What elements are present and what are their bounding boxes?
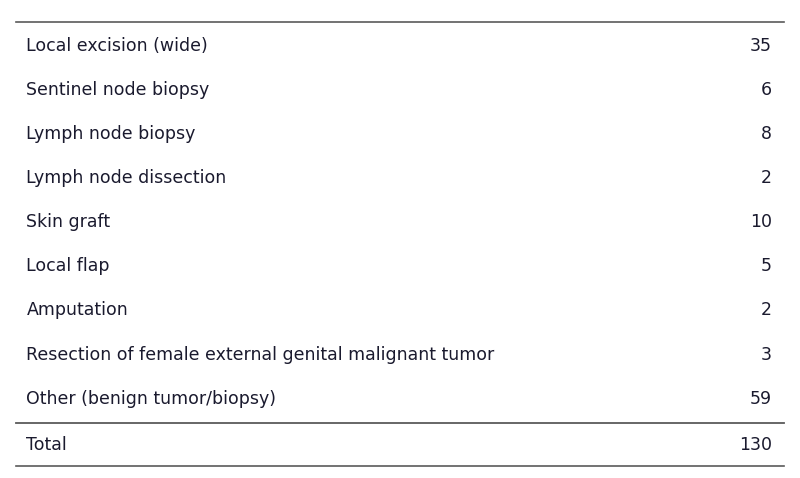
Text: Skin graft: Skin graft [26,213,110,231]
Text: 5: 5 [761,257,772,275]
Text: Lymph node biopsy: Lymph node biopsy [26,125,196,143]
Text: 6: 6 [761,81,772,99]
Text: Total: Total [26,435,67,454]
Text: Resection of female external genital malignant tumor: Resection of female external genital mal… [26,346,494,363]
Text: Other (benign tumor/biopsy): Other (benign tumor/biopsy) [26,390,277,408]
Text: Local flap: Local flap [26,257,110,275]
Text: 2: 2 [761,302,772,319]
Text: 10: 10 [750,213,772,231]
Text: Sentinel node biopsy: Sentinel node biopsy [26,81,210,99]
Text: 3: 3 [761,346,772,363]
Text: 8: 8 [761,125,772,143]
Text: 130: 130 [739,435,772,454]
Text: Local excision (wide): Local excision (wide) [26,37,208,55]
Text: Lymph node dissection: Lymph node dissection [26,169,226,187]
Text: 59: 59 [750,390,772,408]
Text: 35: 35 [750,37,772,55]
Text: Amputation: Amputation [26,302,128,319]
Text: 2: 2 [761,169,772,187]
